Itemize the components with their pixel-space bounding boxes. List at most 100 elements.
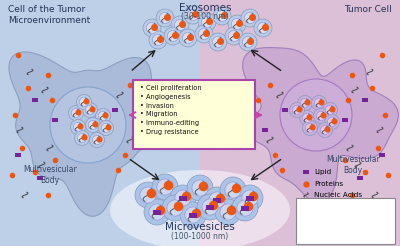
Circle shape [216, 10, 228, 22]
Circle shape [168, 31, 178, 42]
Circle shape [225, 27, 243, 45]
Circle shape [197, 194, 223, 220]
Circle shape [325, 105, 335, 115]
Circle shape [220, 204, 236, 220]
Circle shape [232, 195, 258, 221]
FancyBboxPatch shape [241, 206, 248, 211]
Circle shape [228, 31, 240, 42]
Circle shape [302, 121, 318, 136]
Text: • Cell proliferation
• Angiogenesis
• Invasion
• Migration
• Immuno-editing
• Dr: • Cell proliferation • Angiogenesis • In… [140, 85, 202, 135]
Circle shape [149, 204, 165, 220]
Circle shape [90, 133, 104, 148]
Circle shape [157, 179, 173, 195]
Circle shape [244, 12, 256, 24]
Circle shape [185, 207, 201, 223]
Circle shape [174, 19, 186, 31]
Text: Lipid: Lipid [314, 169, 331, 175]
Circle shape [179, 29, 197, 47]
Circle shape [258, 22, 268, 34]
Circle shape [320, 125, 330, 135]
Circle shape [86, 118, 100, 133]
Circle shape [96, 108, 110, 123]
Circle shape [144, 199, 170, 225]
FancyBboxPatch shape [15, 153, 21, 157]
Circle shape [192, 180, 208, 196]
Circle shape [212, 36, 224, 47]
Circle shape [204, 187, 230, 213]
Circle shape [242, 36, 254, 47]
Circle shape [71, 108, 81, 118]
Circle shape [171, 16, 189, 34]
Circle shape [209, 33, 227, 51]
Circle shape [198, 13, 216, 31]
Circle shape [213, 7, 231, 25]
Circle shape [300, 98, 310, 108]
Circle shape [318, 123, 332, 138]
Circle shape [101, 123, 111, 133]
Circle shape [242, 190, 258, 206]
Circle shape [209, 192, 225, 208]
Circle shape [92, 135, 102, 145]
Circle shape [140, 187, 156, 203]
Circle shape [167, 200, 183, 216]
FancyBboxPatch shape [32, 98, 38, 102]
Circle shape [79, 97, 89, 107]
FancyBboxPatch shape [303, 170, 309, 174]
Circle shape [292, 105, 302, 115]
FancyBboxPatch shape [379, 153, 385, 157]
Polygon shape [243, 47, 398, 203]
Circle shape [156, 9, 174, 27]
Text: Proteins: Proteins [314, 181, 343, 187]
Circle shape [76, 94, 92, 109]
Circle shape [188, 9, 198, 21]
Text: Tumor Cell: Tumor Cell [344, 5, 392, 14]
Text: (100-1000 nm): (100-1000 nm) [171, 232, 229, 241]
Circle shape [152, 34, 164, 46]
Circle shape [280, 79, 352, 151]
Circle shape [237, 185, 263, 211]
Circle shape [237, 200, 253, 216]
FancyBboxPatch shape [362, 98, 368, 102]
FancyBboxPatch shape [357, 176, 363, 180]
Circle shape [254, 19, 272, 37]
Polygon shape [9, 52, 182, 216]
Circle shape [322, 103, 338, 118]
Circle shape [74, 130, 90, 145]
Circle shape [314, 98, 324, 108]
Circle shape [239, 33, 257, 51]
Circle shape [195, 25, 213, 43]
Circle shape [98, 121, 114, 136]
Circle shape [202, 16, 212, 28]
Circle shape [327, 117, 337, 127]
FancyBboxPatch shape [52, 118, 58, 122]
Circle shape [182, 32, 194, 44]
Circle shape [220, 177, 246, 203]
FancyBboxPatch shape [37, 176, 43, 180]
Circle shape [164, 27, 182, 45]
FancyBboxPatch shape [133, 80, 255, 149]
Text: Microvesicles: Microvesicles [165, 222, 235, 232]
Circle shape [241, 9, 259, 27]
FancyBboxPatch shape [296, 198, 395, 244]
FancyBboxPatch shape [213, 198, 220, 203]
Circle shape [152, 174, 178, 200]
FancyBboxPatch shape [206, 205, 214, 210]
Circle shape [184, 6, 202, 24]
Circle shape [202, 199, 218, 215]
Circle shape [77, 133, 87, 143]
FancyBboxPatch shape [179, 196, 186, 200]
Text: Multivesicular
Body: Multivesicular Body [326, 155, 380, 175]
FancyBboxPatch shape [153, 210, 160, 215]
Circle shape [198, 29, 210, 40]
Circle shape [160, 12, 170, 24]
FancyBboxPatch shape [262, 128, 268, 132]
Text: (30-100 nm): (30-100 nm) [181, 12, 229, 21]
Circle shape [88, 120, 98, 130]
Circle shape [85, 105, 95, 115]
Circle shape [162, 195, 188, 221]
Circle shape [316, 111, 326, 121]
Circle shape [175, 190, 191, 206]
Circle shape [98, 111, 108, 121]
FancyBboxPatch shape [246, 196, 254, 200]
Text: Cell of the Tumor
Microenvironment: Cell of the Tumor Microenvironment [8, 5, 90, 25]
